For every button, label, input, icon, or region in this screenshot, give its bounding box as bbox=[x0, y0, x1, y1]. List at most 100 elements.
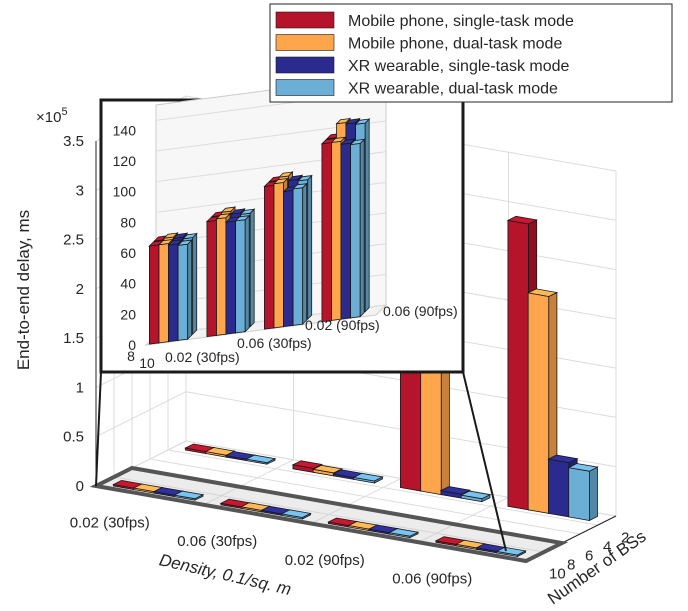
inset-bar-face bbox=[167, 239, 184, 246]
inset-bar-face bbox=[263, 184, 275, 330]
legend-swatch bbox=[275, 79, 335, 96]
inset-bar-face bbox=[157, 238, 174, 246]
inset-bar-face bbox=[354, 118, 371, 125]
bar-face bbox=[352, 472, 384, 482]
inset-y-tick-label: 140 bbox=[113, 122, 137, 138]
bar-face bbox=[568, 467, 590, 521]
bar-face bbox=[439, 486, 471, 495]
legend-swatch bbox=[275, 34, 335, 51]
inset-x-tick-label: 0.02 (90fps) bbox=[305, 317, 380, 333]
gridline-floor bbox=[113, 476, 545, 553]
gridline-floor bbox=[149, 458, 581, 535]
bar-face bbox=[440, 351, 450, 496]
inset-bar-face bbox=[187, 239, 193, 341]
inset-y-tick-label: 120 bbox=[113, 153, 137, 169]
inset-bar-face bbox=[344, 118, 361, 125]
inset-bar-face bbox=[321, 142, 332, 323]
inset-y-tick-label: 0 bbox=[128, 337, 136, 353]
bar-face bbox=[291, 460, 323, 469]
legend-frame bbox=[269, 3, 673, 103]
x-tick-label: 0.06 (90fps) bbox=[392, 571, 472, 588]
y-tick-label: 2 bbox=[76, 281, 84, 298]
inset-bar-face bbox=[292, 187, 304, 326]
inset-bar-face bbox=[273, 182, 284, 329]
inset-bar-face bbox=[229, 208, 246, 215]
inset-bar-face bbox=[220, 206, 237, 213]
inset-bar-face bbox=[158, 243, 169, 344]
inset-bar-face bbox=[216, 217, 227, 336]
bar-face bbox=[526, 288, 559, 297]
bar-face bbox=[311, 464, 344, 474]
inset-bar-face bbox=[291, 183, 308, 190]
bar bbox=[567, 463, 599, 522]
inset-bar-face bbox=[364, 118, 370, 313]
x-tick-label: 0.02 (90fps) bbox=[285, 552, 365, 569]
inset-y-tick-label: 40 bbox=[120, 276, 136, 292]
bar-face bbox=[506, 215, 538, 225]
inset-bar-face bbox=[335, 117, 352, 125]
bar bbox=[459, 490, 492, 503]
bar-face bbox=[507, 219, 529, 511]
inset-zoom: 0 20 40 60 80 100 120 140 0.02 (30fps)0.06 (30fp… bbox=[99, 74, 465, 374]
inset-bar bbox=[291, 182, 308, 326]
bar bbox=[280, 509, 312, 520]
gridline-floor bbox=[310, 478, 402, 524]
gridline-floor bbox=[203, 459, 294, 506]
bar-face bbox=[567, 463, 599, 472]
inset-bar-face bbox=[340, 142, 352, 320]
inset-y-tick-label: 20 bbox=[120, 306, 136, 322]
inset-bar bbox=[176, 239, 193, 341]
bar-face bbox=[204, 447, 236, 456]
z-tick-label: 4 bbox=[603, 539, 611, 556]
inset-z-tick-label: 8 bbox=[127, 348, 135, 364]
x-tick-label: 0.06 (30fps) bbox=[177, 533, 257, 550]
inset-bar-face bbox=[225, 220, 237, 335]
inset-x-tick-label: 0.02 (30fps) bbox=[165, 349, 240, 365]
inset-bar-face bbox=[192, 232, 198, 336]
main-ticks: 00.511.522.533.50.02 (30fps)0.06 (30fps)… bbox=[63, 133, 629, 588]
y-tick-label: 0 bbox=[76, 478, 84, 495]
inset-bar-face bbox=[331, 140, 342, 321]
gridline-floor bbox=[167, 449, 599, 526]
inset-connectors bbox=[95, 371, 507, 552]
inset-bar-face bbox=[277, 171, 294, 178]
bar-face bbox=[280, 509, 312, 518]
y-axis-title: End-to-end delay, ms bbox=[14, 210, 33, 370]
bar bbox=[172, 490, 205, 501]
inset-bar-face bbox=[349, 138, 366, 146]
inset-bar-face bbox=[249, 208, 255, 328]
inset-bar-face bbox=[176, 239, 193, 246]
y-tick-label: 1.5 bbox=[63, 330, 84, 347]
legend-label: Mobile phone, dual-task mode bbox=[348, 36, 562, 53]
bar bbox=[352, 472, 384, 484]
inset-bar-face bbox=[359, 138, 365, 318]
gridline-side bbox=[95, 391, 187, 438]
bar bbox=[387, 528, 420, 539]
inset-z-tick-label: 10 bbox=[139, 355, 155, 371]
z-tick-label: 6 bbox=[585, 548, 593, 565]
inset-bar-face bbox=[330, 136, 347, 144]
z-tick-label: 10 bbox=[549, 566, 566, 583]
bar-face bbox=[547, 454, 579, 464]
z-tick-label: 8 bbox=[567, 557, 575, 574]
inset-bar-face bbox=[206, 219, 217, 338]
bar bbox=[495, 546, 527, 558]
y-tick-label: 3 bbox=[76, 182, 84, 199]
legend-swatch bbox=[275, 56, 335, 74]
legend-swatch bbox=[275, 11, 335, 29]
inset-bar bbox=[349, 138, 366, 319]
bar-face bbox=[589, 466, 598, 522]
inset-bar-face bbox=[148, 244, 160, 345]
inset-x-tick-label: 0.06 (90fps) bbox=[383, 303, 458, 319]
y-tick-label: 2.5 bbox=[63, 232, 84, 249]
inset-bar-face bbox=[162, 232, 179, 239]
connector-left bbox=[95, 371, 102, 487]
inset-bar-face bbox=[272, 177, 289, 185]
inset-bar-face bbox=[283, 189, 294, 328]
inset-x-tick-label: 0.06 (30fps) bbox=[237, 335, 312, 351]
bar-face bbox=[244, 454, 277, 464]
inset-bar-face bbox=[172, 232, 189, 240]
inset-bar-face bbox=[215, 213, 232, 220]
